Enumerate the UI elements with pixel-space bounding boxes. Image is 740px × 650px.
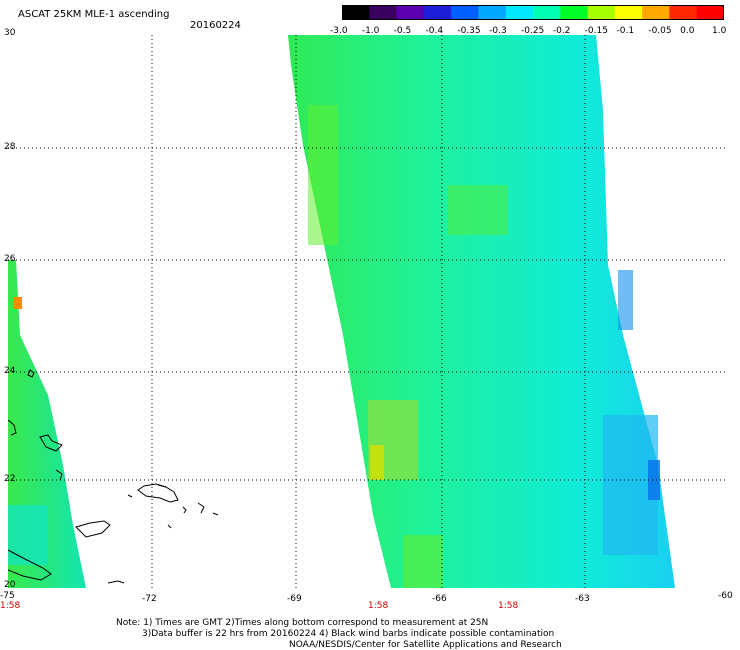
color-scale-swatch (505, 5, 534, 20)
color-scale-label: -0.25 (521, 26, 545, 36)
color-scale-label: -0.05 (648, 26, 672, 36)
lon-label-75: -75 (0, 591, 15, 601)
color-scale-swatch (669, 5, 698, 20)
color-scale-label: -0.5 (393, 26, 412, 36)
lat-label-30: 30 (4, 28, 16, 38)
note-line-3: NOAA/NESDIS/Center for Satellite Applica… (289, 640, 562, 650)
swath-patch (370, 445, 384, 480)
color-scale-swatch (614, 5, 643, 20)
color-scale-label: -0.2 (552, 26, 571, 36)
color-scale-swatch (696, 5, 724, 20)
color-scale-label: 0.0 (680, 26, 695, 36)
swath-patch (13, 297, 22, 309)
lat-label-20: 20 (4, 580, 16, 590)
lon-label-72: -72 (142, 594, 157, 604)
color-scale-swatch (587, 5, 616, 20)
lat-label-26: 26 (4, 254, 16, 264)
color-scale-swatch (423, 5, 452, 20)
color-scale-swatch (478, 5, 507, 20)
color-scale-swatch (533, 5, 561, 20)
swath-patch (308, 105, 338, 245)
coastlines (8, 369, 219, 584)
swath-patch (618, 270, 633, 330)
swath-map (8, 35, 728, 591)
color-scale-bar (342, 5, 724, 20)
note-line-2: 3)Data buffer is 22 hrs from 20160224 4)… (142, 629, 555, 639)
color-scale-label: -0.1 (616, 26, 635, 36)
color-scale-label: -3.0 (330, 26, 348, 36)
color-scale-swatch (451, 5, 480, 20)
color-scale-swatch (396, 5, 425, 20)
lon-label-69: -69 (287, 594, 302, 604)
time-label: 1:58 (0, 601, 21, 611)
lon-label-60: -60 (718, 591, 733, 601)
swath-patch (448, 185, 508, 235)
note-line-1: Note: 1) Times are GMT 2)Times along bot… (116, 618, 489, 628)
color-scale-label: -0.3 (489, 26, 507, 36)
time-label: 1:58 (498, 601, 519, 611)
color-scale-swatch (642, 5, 671, 20)
swath-patch (8, 505, 48, 565)
color-scale-label: 1.0 (712, 26, 727, 36)
color-scale-label: -0.15 (584, 26, 608, 36)
lat-label-22: 22 (4, 474, 16, 484)
color-scale-label: -0.35 (457, 26, 481, 36)
lon-label-63: -63 (575, 594, 590, 604)
color-scale-label: -1.0 (361, 26, 380, 36)
product-title: ASCAT 25KM MLE-1 ascending (18, 9, 170, 20)
swath-patch (403, 535, 443, 588)
lat-label-28: 28 (4, 142, 16, 152)
product-date: 20160224 (190, 20, 241, 31)
color-scale-swatch (560, 5, 589, 20)
lon-label-66: -66 (432, 594, 447, 604)
color-scale-swatch (369, 5, 398, 20)
lat-label-24: 24 (4, 366, 16, 376)
color-scale-swatch (342, 5, 370, 20)
lat-lon-grid (8, 35, 728, 591)
swath-patch (648, 460, 660, 500)
color-scale-label: -0.4 (425, 26, 444, 36)
time-label: 1:58 (368, 601, 389, 611)
